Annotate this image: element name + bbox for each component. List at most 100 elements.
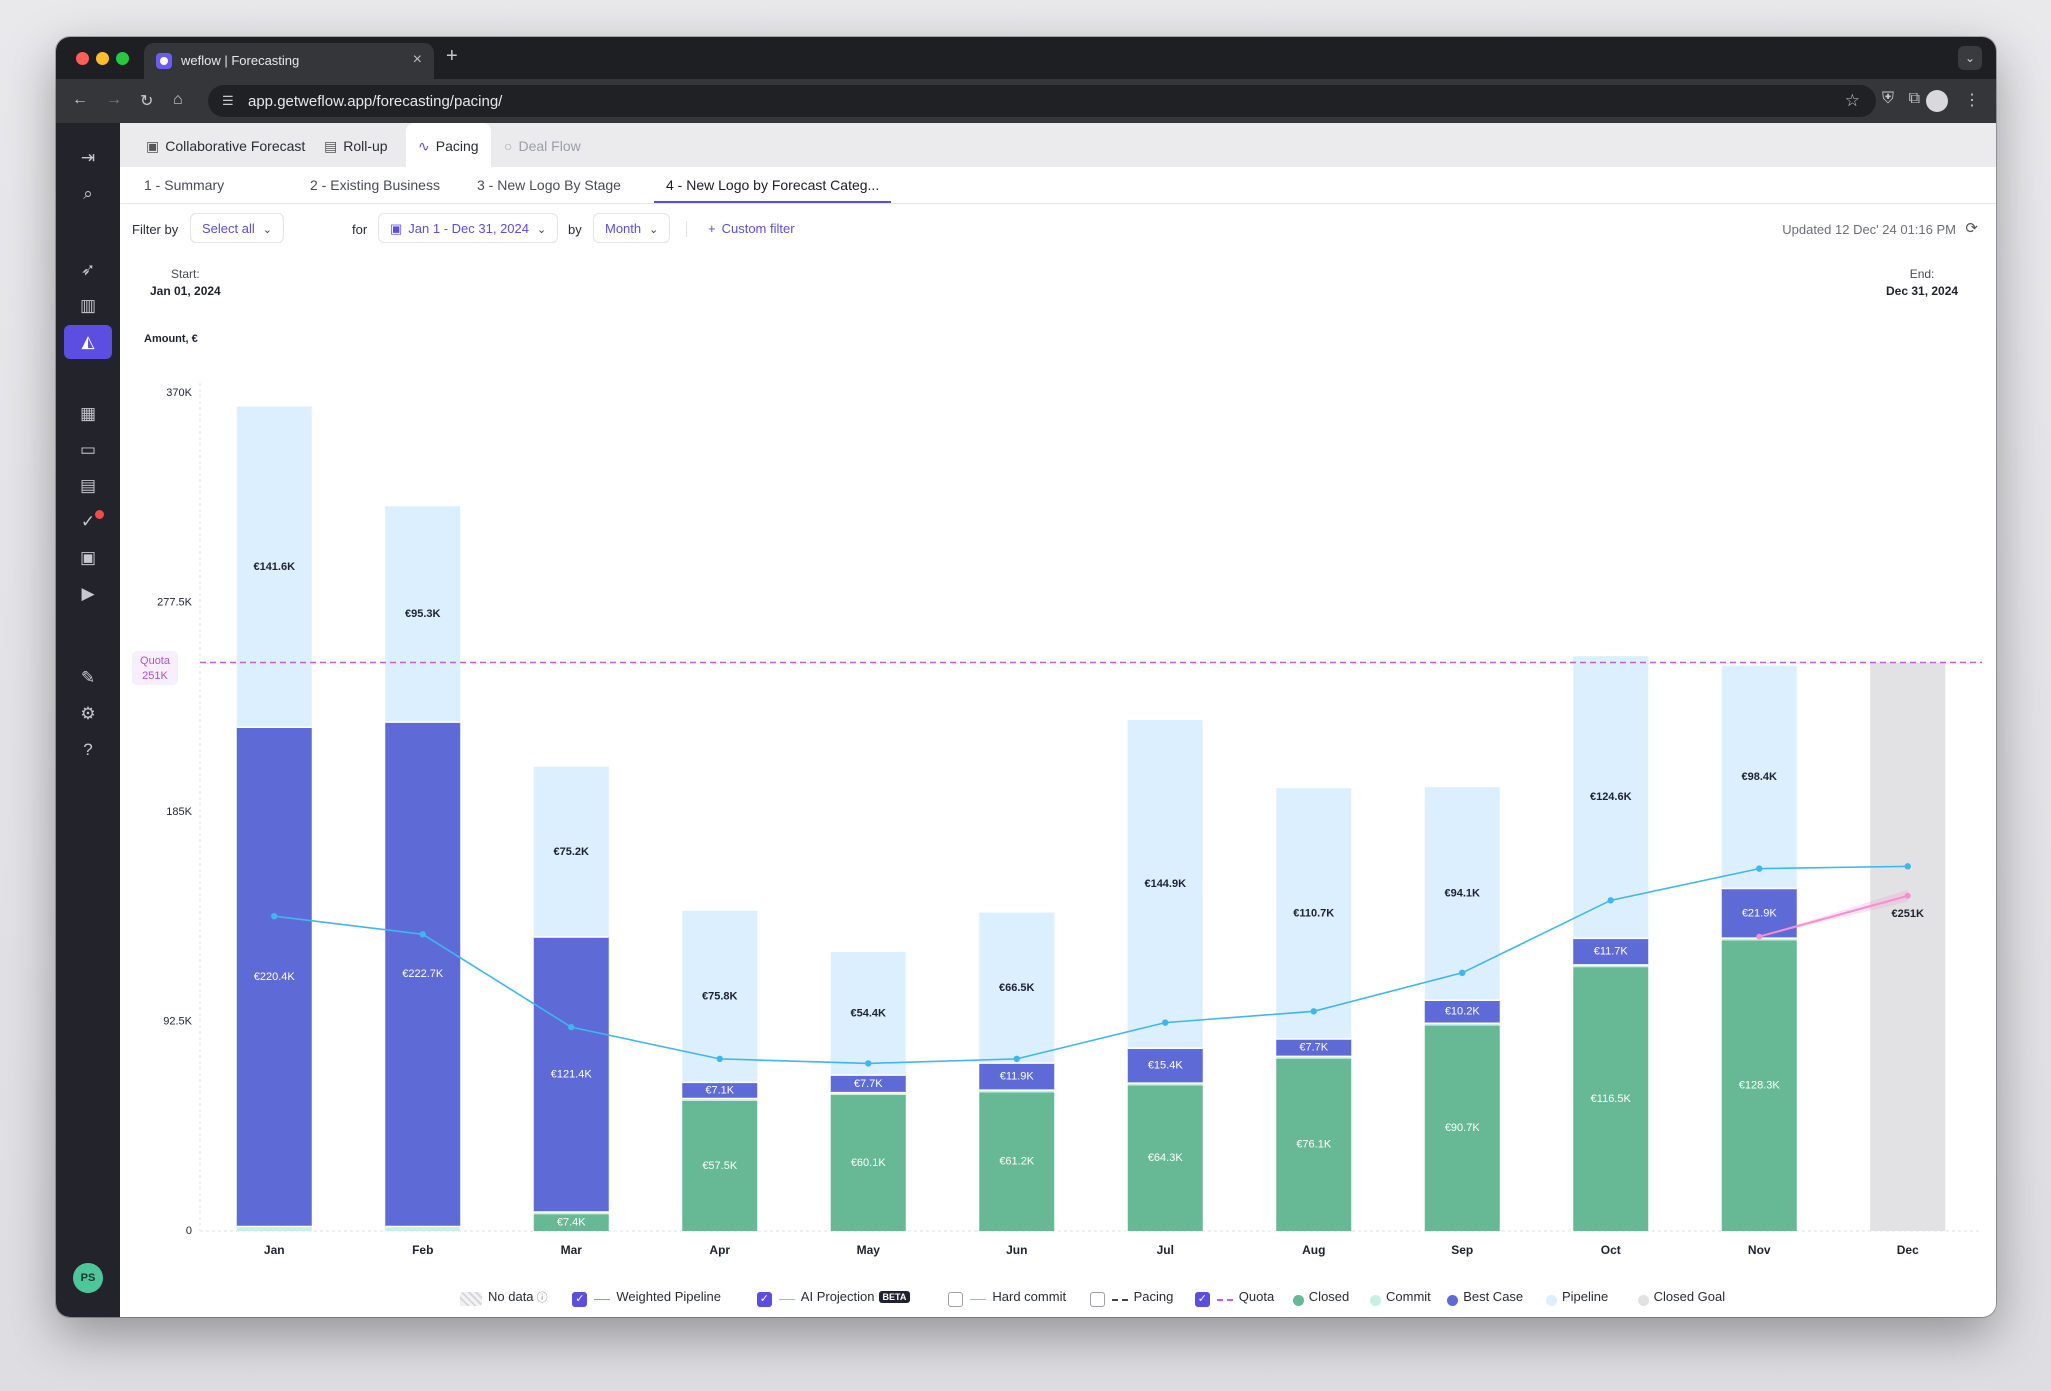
legend-checkbox[interactable] bbox=[1089, 1292, 1105, 1307]
bar-pipeline-may bbox=[830, 951, 906, 1076]
forecast-icon: ▣ bbox=[146, 138, 160, 154]
bar-pipeline-sep bbox=[1424, 787, 1500, 1001]
subtab-summary[interactable]: 1 - Summary bbox=[144, 177, 225, 193]
legend-item-quota[interactable]: ✓ Quota bbox=[1194, 1289, 1274, 1307]
y-tick-label: 0 bbox=[186, 1225, 192, 1237]
bar-best-case-sep bbox=[1424, 1000, 1500, 1024]
chevron-down-icon: ⌄ bbox=[649, 224, 659, 236]
x-tick-label-jan: Jan bbox=[264, 1243, 285, 1257]
legend-item-weighted-pipeline[interactable]: ✓ Weighted Pipeline bbox=[572, 1289, 721, 1307]
range-start: Start: Jan 01, 2024 bbox=[150, 267, 221, 298]
browser-tab-title: weflow | Forecasting bbox=[181, 53, 300, 68]
tab-roll-up[interactable]: ▤ Roll-up bbox=[324, 138, 388, 154]
home-icon[interactable]: ⌂ bbox=[173, 91, 183, 108]
pacing-icon: ∿ bbox=[418, 138, 430, 154]
subtab-new-logo-by-forecast-category[interactable]: 4 - New Logo by Forecast Categ... bbox=[654, 167, 892, 203]
tab-search-icon[interactable]: ⌄ bbox=[1958, 46, 1982, 70]
data-label-closed: €61.2K bbox=[999, 1156, 1035, 1168]
bar-commit-oct bbox=[1573, 964, 1649, 968]
legend-checkbox[interactable]: ✓ bbox=[756, 1292, 772, 1307]
legend-checkbox[interactable] bbox=[948, 1292, 964, 1307]
legend-item-hard-commit[interactable]: Hard commit bbox=[948, 1289, 1066, 1307]
legend-checkbox[interactable]: ✓ bbox=[572, 1292, 588, 1307]
data-label-pipeline: €75.8K bbox=[702, 990, 738, 1002]
close-tab-icon[interactable]: × bbox=[412, 51, 422, 68]
legend-dot-swatch bbox=[1292, 1295, 1304, 1306]
browser-tab[interactable]: weflow | Forecasting × bbox=[144, 43, 434, 79]
new-tab-icon[interactable]: + bbox=[446, 45, 458, 67]
tab-pacing[interactable]: ∿ Pacing bbox=[406, 123, 491, 167]
chevron-down-icon: ⌄ bbox=[537, 224, 547, 236]
date-range-dropdown[interactable]: ▣ Jan 1 - Dec 31, 2024 ⌄ bbox=[378, 213, 559, 243]
maximize-window-button[interactable] bbox=[116, 52, 129, 65]
data-label-best-case: €15.4K bbox=[1148, 1060, 1184, 1072]
browser-tabstrip: weflow | Forecasting × + ⌄ bbox=[56, 37, 1996, 79]
legend-item-pacing[interactable]: Pacing bbox=[1089, 1289, 1173, 1307]
browser-toolbar: ← → ↻ ⌂ ☰ app.getweflow.app/forecasting/… bbox=[56, 79, 1996, 123]
minimize-window-button[interactable] bbox=[96, 52, 109, 65]
bar-closed-goal-dec bbox=[1870, 662, 1946, 1231]
tab-deal-flow[interactable]: ○ Deal Flow bbox=[504, 138, 581, 154]
forecasting-chart-icon[interactable]: ◭ bbox=[64, 325, 112, 359]
filter-by-dropdown[interactable]: Select all ⌄ bbox=[190, 213, 284, 243]
granularity-dropdown[interactable]: Month ⌄ bbox=[593, 213, 671, 243]
forward-icon[interactable]: → bbox=[106, 91, 122, 108]
rollup-icon: ▤ bbox=[324, 138, 338, 154]
user-avatar[interactable]: PS bbox=[73, 1263, 103, 1293]
filter-divider bbox=[686, 221, 687, 237]
data-label-closed: €60.1K bbox=[851, 1157, 887, 1169]
close-window-button[interactable] bbox=[76, 52, 89, 65]
calendar-icon[interactable]: ▣ bbox=[79, 548, 97, 567]
shield-extension-icon[interactable]: ⛨ bbox=[1881, 90, 1894, 107]
subtab-new-logo-by-stage[interactable]: 3 - New Logo By Stage bbox=[477, 177, 621, 193]
bar-commit-sep bbox=[1424, 1023, 1500, 1026]
legend-checkbox[interactable]: ✓ bbox=[1194, 1292, 1210, 1307]
profile-avatar-icon[interactable] bbox=[1926, 90, 1948, 112]
extensions-icon[interactable]: ⧉ bbox=[1908, 90, 1920, 107]
subtab-existing-business[interactable]: 2 - Existing Business bbox=[310, 177, 440, 193]
tab-collaborative-forecast[interactable]: ▣ Collaborative Forecast bbox=[146, 138, 306, 154]
weighted-pipeline-line bbox=[274, 865, 1908, 1065]
weighted-pipeline-point bbox=[271, 912, 278, 920]
sidebar-toggle-icon[interactable]: ⇥ bbox=[80, 148, 96, 167]
site-info-icon[interactable]: ☰ bbox=[222, 93, 234, 108]
wrench-icon[interactable]: ✎ bbox=[80, 668, 96, 687]
gear-icon[interactable]: ⚙ bbox=[80, 704, 96, 723]
no-data-swatch bbox=[460, 1292, 482, 1306]
tasks-check-icon[interactable]: ✓ bbox=[64, 505, 112, 539]
x-tick-label-oct: Oct bbox=[1601, 1243, 1621, 1257]
info-icon[interactable]: ⓘ bbox=[533, 1292, 548, 1304]
rocket-icon[interactable]: ➶ bbox=[80, 260, 96, 279]
bar-best-case-feb bbox=[385, 722, 461, 1227]
data-label-best-case: €121.4K bbox=[551, 1068, 593, 1080]
report-subtabs: 1 - Summary 2 - Existing Business 3 - Ne… bbox=[120, 167, 1996, 204]
help-icon[interactable]: ? bbox=[83, 740, 93, 759]
search-icon[interactable]: ⌕ bbox=[83, 184, 93, 203]
url-text[interactable]: app.getweflow.app/forecasting/pacing/ bbox=[248, 93, 503, 110]
y-tick-label: 370K bbox=[166, 387, 192, 399]
notes-icon[interactable]: ▤ bbox=[79, 476, 97, 495]
custom-filter-button[interactable]: + Custom filter bbox=[708, 221, 795, 236]
address-bar[interactable]: ☰ app.getweflow.app/forecasting/pacing/ … bbox=[208, 85, 1876, 117]
bar-best-case-jul bbox=[1127, 1048, 1203, 1084]
play-icon[interactable]: ▶ bbox=[81, 584, 95, 603]
weflow-logo-icon bbox=[156, 53, 172, 69]
browser-menu-icon[interactable]: ⋮ bbox=[1964, 92, 1980, 109]
bar-chart-icon[interactable]: ▥ bbox=[79, 296, 97, 315]
refresh-icon[interactable]: ⟳ bbox=[1965, 220, 1978, 237]
weighted-pipeline-point bbox=[1310, 1008, 1317, 1015]
weighted-pipeline-point bbox=[1607, 897, 1614, 904]
inbox-icon[interactable]: ▭ bbox=[79, 440, 97, 459]
dashboard-grid-icon[interactable]: ▦ bbox=[79, 404, 97, 423]
bookmark-star-icon[interactable]: ☆ bbox=[1844, 91, 1860, 110]
legend-item-ai-projection[interactable]: ✓ AI Projection BETA bbox=[756, 1289, 911, 1307]
back-icon[interactable]: ← bbox=[72, 91, 88, 108]
bar-closed-sep bbox=[1424, 1025, 1500, 1231]
forecast-topnav: ▣ Collaborative Forecast ▤ Roll-up ∿ Pacing… bbox=[120, 123, 1996, 167]
data-label-closed: €116.5K bbox=[1591, 1093, 1632, 1105]
y-tick-label: 92.5K bbox=[163, 1015, 192, 1027]
bar-pipeline-mar bbox=[533, 766, 609, 938]
y-tick-label: 185K bbox=[166, 806, 192, 818]
chart-legend: No data ⓘ ✓ Weighted Pipeline ✓ AI Projectio… bbox=[120, 1285, 1996, 1311]
reload-icon[interactable]: ↻ bbox=[140, 93, 154, 110]
